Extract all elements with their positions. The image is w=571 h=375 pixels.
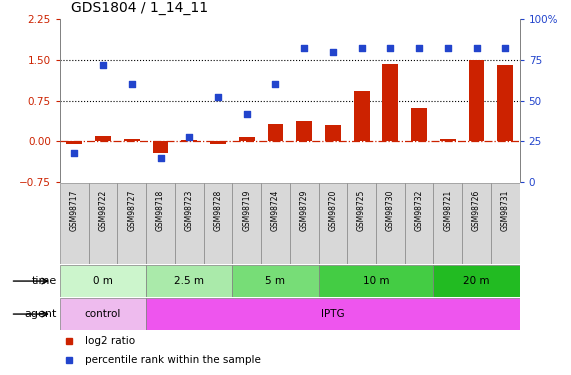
Text: GSM98718: GSM98718 <box>156 190 165 231</box>
Text: 10 m: 10 m <box>363 276 389 286</box>
Point <box>472 45 481 51</box>
Text: GSM98729: GSM98729 <box>300 190 309 231</box>
Bar <box>268 123 283 141</box>
Bar <box>383 64 398 141</box>
Text: log2 ratio: log2 ratio <box>85 336 135 345</box>
Bar <box>60 298 146 330</box>
Text: control: control <box>85 309 121 319</box>
Bar <box>118 183 146 264</box>
Point <box>443 45 452 51</box>
Text: GSM98717: GSM98717 <box>70 190 79 231</box>
Text: GSM98723: GSM98723 <box>185 190 194 231</box>
Point <box>184 134 194 140</box>
Text: agent: agent <box>25 309 57 319</box>
Text: time: time <box>32 276 57 286</box>
Text: GSM98721: GSM98721 <box>443 190 452 231</box>
Bar <box>433 183 462 264</box>
Text: GSM98720: GSM98720 <box>328 190 337 231</box>
Text: GSM98724: GSM98724 <box>271 190 280 231</box>
Bar <box>440 139 456 141</box>
Text: 20 m: 20 m <box>463 276 490 286</box>
Text: GSM98727: GSM98727 <box>127 190 136 231</box>
Point <box>98 62 107 68</box>
Bar <box>152 141 168 153</box>
Bar <box>60 183 89 264</box>
Text: GDS1804 / 1_14_11: GDS1804 / 1_14_11 <box>71 2 208 15</box>
Bar <box>433 265 520 297</box>
Bar <box>60 265 146 297</box>
Bar <box>146 183 175 264</box>
Text: GSM98731: GSM98731 <box>501 190 510 231</box>
Point <box>242 111 251 117</box>
Bar <box>146 298 520 330</box>
Text: 5 m: 5 m <box>266 276 286 286</box>
Point <box>328 49 337 55</box>
Bar <box>405 183 433 264</box>
Bar <box>232 183 261 264</box>
Bar <box>204 183 232 264</box>
Point <box>156 155 165 161</box>
Bar <box>347 183 376 264</box>
Bar <box>239 137 255 141</box>
Bar <box>146 265 232 297</box>
Bar <box>232 265 319 297</box>
Text: GSM98730: GSM98730 <box>386 190 395 231</box>
Bar <box>124 139 140 141</box>
Bar <box>376 183 405 264</box>
Point <box>300 45 309 51</box>
Text: percentile rank within the sample: percentile rank within the sample <box>85 355 261 365</box>
Bar <box>319 183 347 264</box>
Bar <box>491 183 520 264</box>
Bar <box>210 141 226 144</box>
Text: GSM98732: GSM98732 <box>415 190 424 231</box>
Bar <box>353 92 369 141</box>
Bar <box>95 136 111 141</box>
Bar <box>261 183 289 264</box>
Bar <box>89 183 118 264</box>
Text: GSM98722: GSM98722 <box>99 190 107 231</box>
Point <box>271 81 280 87</box>
Text: GSM98728: GSM98728 <box>214 190 223 231</box>
Bar <box>469 60 484 141</box>
Text: GSM98719: GSM98719 <box>242 190 251 231</box>
Bar <box>296 121 312 141</box>
Bar <box>411 108 427 141</box>
Point <box>357 45 366 51</box>
Text: 2.5 m: 2.5 m <box>174 276 204 286</box>
Point <box>127 81 136 87</box>
Bar <box>497 65 513 141</box>
Point <box>386 45 395 51</box>
Bar <box>182 140 197 141</box>
Bar <box>325 125 341 141</box>
Point <box>70 150 79 156</box>
Bar <box>290 183 319 264</box>
Point <box>214 94 223 100</box>
Point <box>415 45 424 51</box>
Bar <box>66 141 82 144</box>
Bar <box>175 183 204 264</box>
Bar <box>462 183 491 264</box>
Text: IPTG: IPTG <box>321 309 345 319</box>
Text: 0 m: 0 m <box>93 276 113 286</box>
Point <box>501 45 510 51</box>
Bar <box>319 265 433 297</box>
Text: GSM98725: GSM98725 <box>357 190 366 231</box>
Text: GSM98726: GSM98726 <box>472 190 481 231</box>
